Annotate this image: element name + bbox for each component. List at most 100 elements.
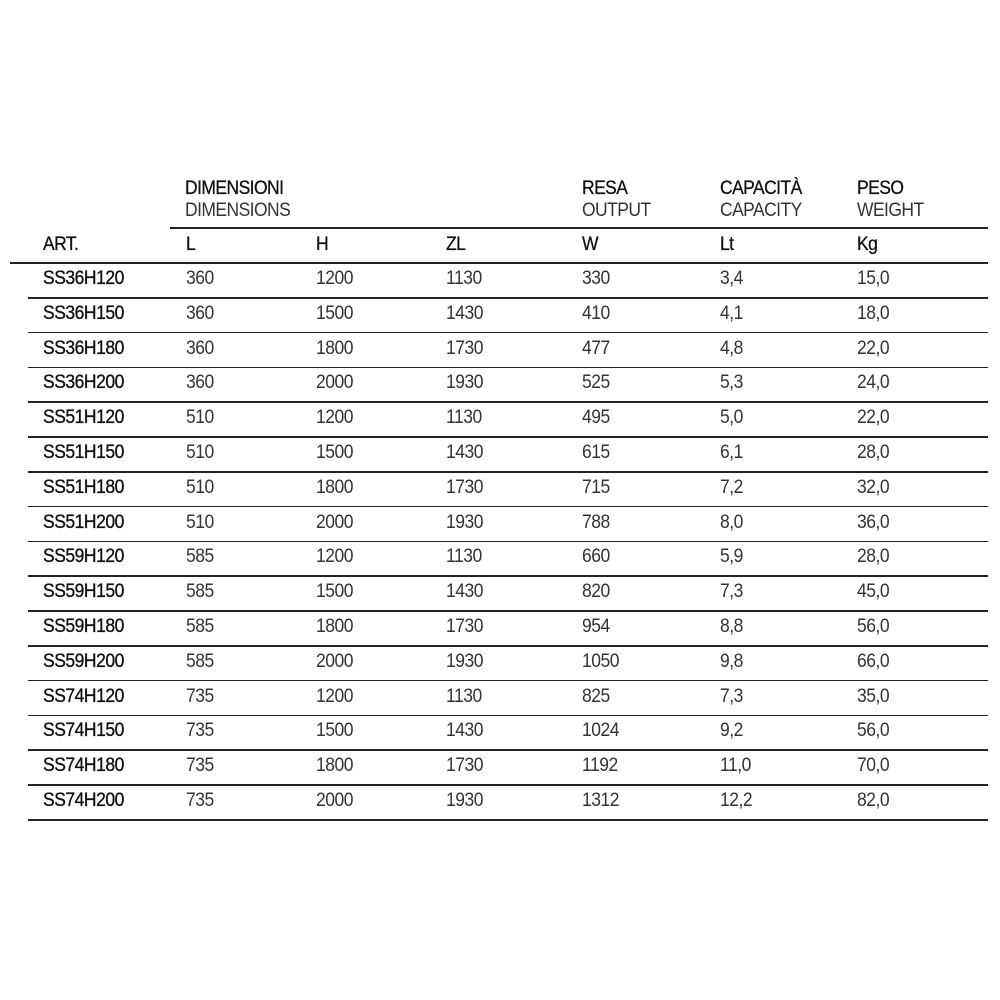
- cell-l: 585: [186, 546, 214, 568]
- cell-zl: 1430: [446, 302, 484, 324]
- cell-kg: 66,0: [857, 650, 890, 672]
- column-header-art: ART.: [43, 234, 79, 255]
- cell-lt: 7,2: [720, 476, 743, 498]
- column-header-l: L: [186, 234, 196, 255]
- cell-lt: 4,1: [720, 302, 743, 324]
- cell-w: 715: [582, 476, 610, 498]
- cell-lt: 8,8: [720, 616, 743, 637]
- cell-h: 1800: [316, 755, 354, 777]
- cell-kg: 28,0: [857, 442, 890, 463]
- cell-h: 1500: [316, 302, 354, 324]
- row-divider: [28, 436, 988, 438]
- cell-l: 360: [186, 372, 214, 394]
- cell-kg: 36,0: [857, 511, 890, 533]
- row-divider: [28, 645, 988, 647]
- row-divider: [28, 505, 988, 508]
- cell-l: 360: [186, 302, 214, 324]
- cell-lt: 9,8: [720, 650, 743, 672]
- cell-h: 1500: [316, 720, 354, 742]
- cell-zl: 1130: [446, 685, 482, 707]
- cell-kg: 28,0: [857, 546, 890, 568]
- cell-h: 1200: [316, 407, 354, 429]
- cell-zl: 1130: [446, 407, 482, 429]
- cell-lt: 5,9: [720, 546, 743, 568]
- row-divider: [28, 331, 988, 334]
- row-divider: [28, 366, 988, 369]
- cell-l: 510: [186, 407, 214, 429]
- cell-art: SS36H120: [43, 268, 125, 289]
- cell-h: 2000: [316, 790, 354, 811]
- header-weight-it: PESO: [857, 178, 904, 199]
- cell-kg: 22,0: [857, 407, 890, 429]
- cell-art: SS51H180: [43, 476, 125, 498]
- column-header-zl: ZL: [446, 234, 466, 255]
- cell-zl: 1430: [446, 720, 484, 742]
- cell-art: SS51H150: [43, 442, 125, 463]
- column-header-h: H: [316, 234, 329, 255]
- cell-lt: 6,1: [720, 442, 743, 463]
- cell-w: 525: [582, 372, 610, 394]
- column-header-lt: Lt: [720, 234, 734, 255]
- cell-l: 585: [186, 616, 214, 637]
- cell-w: 660: [582, 546, 610, 568]
- row-divider: [28, 784, 988, 786]
- cell-kg: 24,0: [857, 372, 890, 394]
- row-divider: [28, 749, 988, 751]
- cell-kg: 32,0: [857, 476, 890, 498]
- cell-h: 1800: [316, 337, 354, 359]
- cell-kg: 35,0: [857, 685, 890, 707]
- cell-art: SS36H200: [43, 372, 125, 394]
- header-capacity-it: CAPACITÀ: [720, 178, 803, 199]
- cell-zl: 1730: [446, 616, 484, 637]
- cell-h: 1500: [316, 581, 354, 603]
- cell-art: SS51H120: [43, 407, 125, 429]
- cell-kg: 18,0: [857, 302, 890, 324]
- cell-w: 615: [582, 442, 610, 463]
- cell-lt: 7,3: [720, 685, 743, 707]
- cell-l: 585: [186, 581, 214, 603]
- cell-l: 360: [186, 268, 214, 289]
- cell-art: SS36H180: [43, 337, 125, 359]
- cell-lt: 12,2: [720, 790, 753, 811]
- cell-art: SS36H150: [43, 302, 125, 324]
- cell-l: 510: [186, 511, 214, 533]
- cell-art: SS74H180: [43, 755, 125, 777]
- row-divider: [28, 714, 988, 717]
- cell-h: 1800: [316, 616, 354, 637]
- cell-lt: 4,8: [720, 337, 743, 359]
- cell-w: 495: [582, 407, 610, 429]
- cell-zl: 1730: [446, 755, 484, 777]
- cell-zl: 1730: [446, 476, 484, 498]
- cell-h: 1800: [316, 476, 354, 498]
- cell-h: 1200: [316, 546, 354, 568]
- cell-w: 1192: [582, 755, 618, 777]
- cell-zl: 1730: [446, 337, 484, 359]
- cell-lt: 7,3: [720, 581, 743, 603]
- cell-h: 1500: [316, 442, 354, 463]
- cell-lt: 9,2: [720, 720, 743, 742]
- cell-art: SS59H180: [43, 616, 125, 637]
- header-divider: [170, 227, 988, 229]
- cell-h: 1200: [316, 685, 354, 707]
- cell-art: SS59H150: [43, 581, 125, 603]
- cell-l: 735: [186, 755, 214, 777]
- cell-h: 2000: [316, 372, 354, 394]
- cell-zl: 1430: [446, 581, 484, 603]
- header-output-en: OUTPUT: [582, 200, 651, 221]
- cell-w: 330: [582, 268, 610, 289]
- cell-w: 410: [582, 302, 610, 324]
- cell-zl: 1130: [446, 546, 482, 568]
- cell-l: 735: [186, 720, 214, 742]
- cell-l: 735: [186, 790, 214, 811]
- cell-kg: 15,0: [857, 268, 890, 289]
- cell-w: 954: [582, 616, 610, 637]
- cell-w: 820: [582, 581, 610, 603]
- cell-zl: 1930: [446, 372, 484, 394]
- cell-art: SS59H200: [43, 650, 125, 672]
- row-divider: [28, 297, 988, 299]
- cell-zl: 1930: [446, 511, 484, 533]
- header-dimensions-it: DIMENSIONI: [185, 178, 284, 199]
- row-divider: [28, 540, 988, 543]
- cell-w: 1024: [582, 720, 620, 742]
- cell-h: 2000: [316, 511, 354, 533]
